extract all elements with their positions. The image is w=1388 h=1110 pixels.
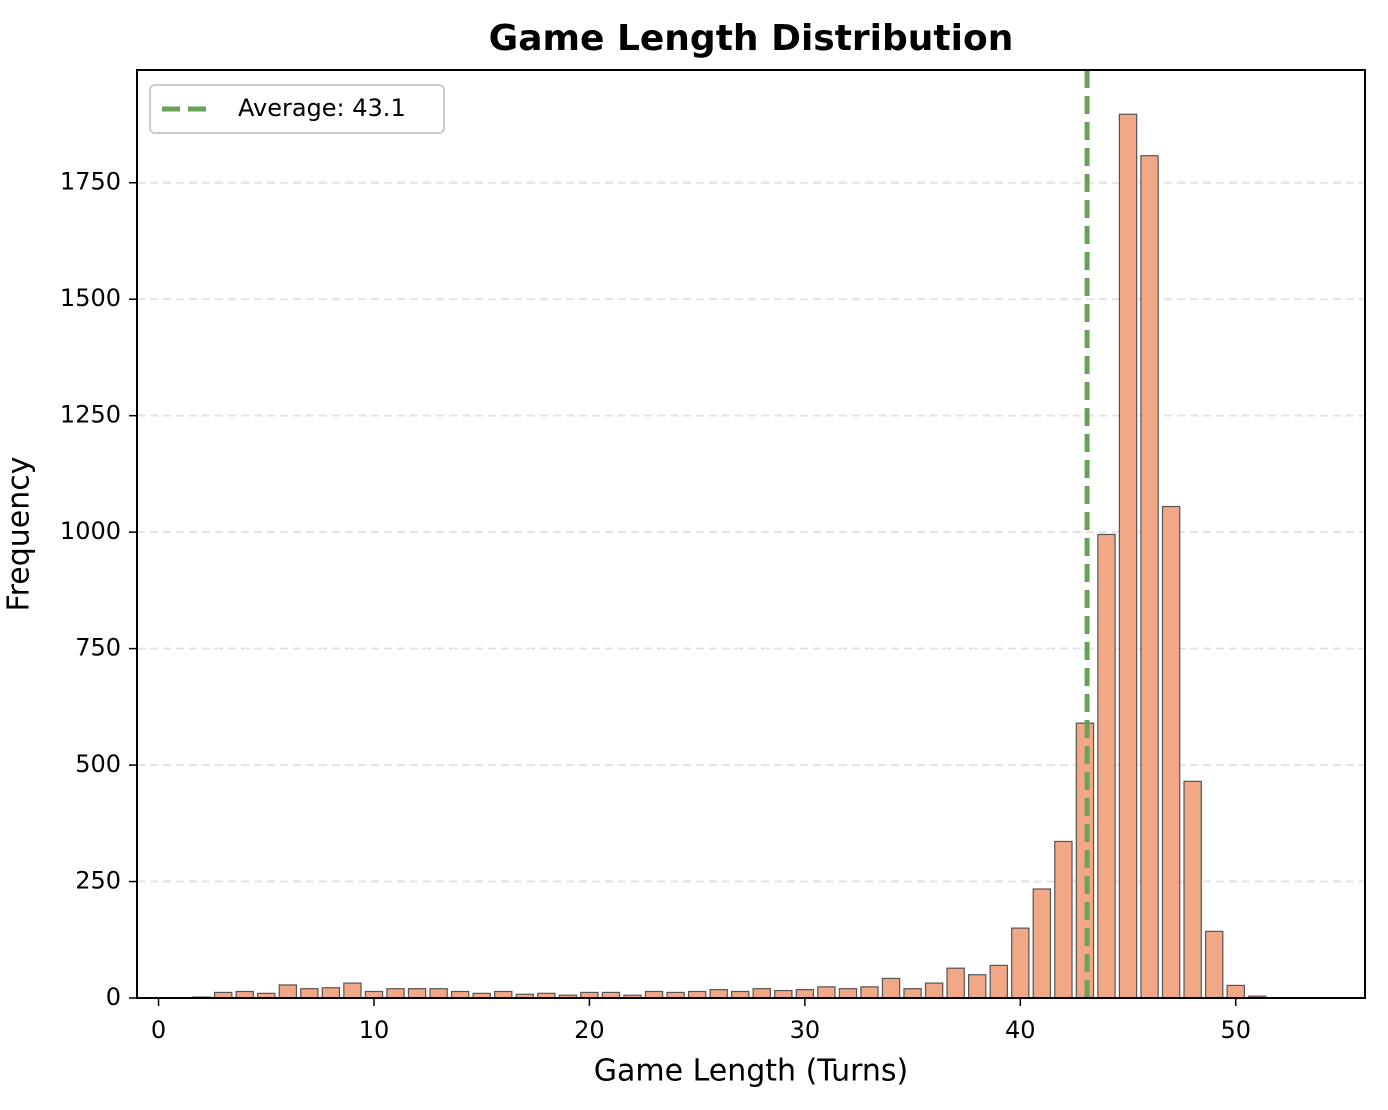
bar [1183, 780, 1202, 999]
bar [1097, 533, 1116, 999]
y-tick-label: 500 [75, 750, 121, 778]
bar [1011, 927, 1030, 999]
x-tick-label: 0 [151, 1016, 166, 1044]
bar [860, 986, 879, 999]
bar [407, 988, 427, 999]
bar [795, 989, 815, 999]
x-tick-label: 40 [1005, 1016, 1036, 1044]
bar [817, 986, 836, 999]
x-tick-label: 20 [574, 1016, 605, 1044]
bar [1140, 155, 1159, 999]
bar [321, 987, 341, 999]
bar [386, 988, 405, 999]
bar [838, 988, 858, 999]
bar [300, 988, 319, 999]
y-axis-label: Frequency [2, 457, 37, 612]
y-tick-label: 0 [106, 983, 121, 1011]
y-tick-label: 250 [75, 867, 121, 895]
bar [881, 977, 901, 999]
bar [903, 988, 922, 999]
bar [1204, 930, 1224, 999]
bar [429, 988, 448, 999]
y-tick-label: 1500 [60, 284, 121, 312]
bar [752, 988, 771, 999]
y-tick-label: 750 [75, 634, 121, 662]
bar [774, 989, 793, 999]
y-tick-label: 1750 [60, 168, 121, 196]
x-tick-label: 30 [790, 1016, 821, 1044]
plot-frame [136, 69, 1366, 999]
bar [1161, 505, 1181, 999]
bar [924, 982, 944, 999]
bar [1032, 888, 1052, 999]
y-tick-label: 1250 [60, 401, 121, 429]
bar [989, 964, 1008, 999]
bar [946, 967, 965, 999]
bar [343, 982, 362, 999]
bar [1118, 113, 1138, 999]
bar [1226, 984, 1245, 999]
bar [1054, 840, 1073, 999]
bar [278, 984, 298, 999]
y-tick-label: 1000 [60, 517, 121, 545]
bar [709, 989, 728, 999]
legend-label: Average: 43.1 [238, 94, 406, 122]
x-tick-label: 50 [1220, 1016, 1251, 1044]
legend-box [149, 84, 445, 134]
bar [967, 974, 987, 999]
chart-title: Game Length Distribution [489, 18, 1014, 59]
x-tick-label: 10 [359, 1016, 390, 1044]
x-axis-label: Game Length (Turns) [594, 1054, 909, 1089]
